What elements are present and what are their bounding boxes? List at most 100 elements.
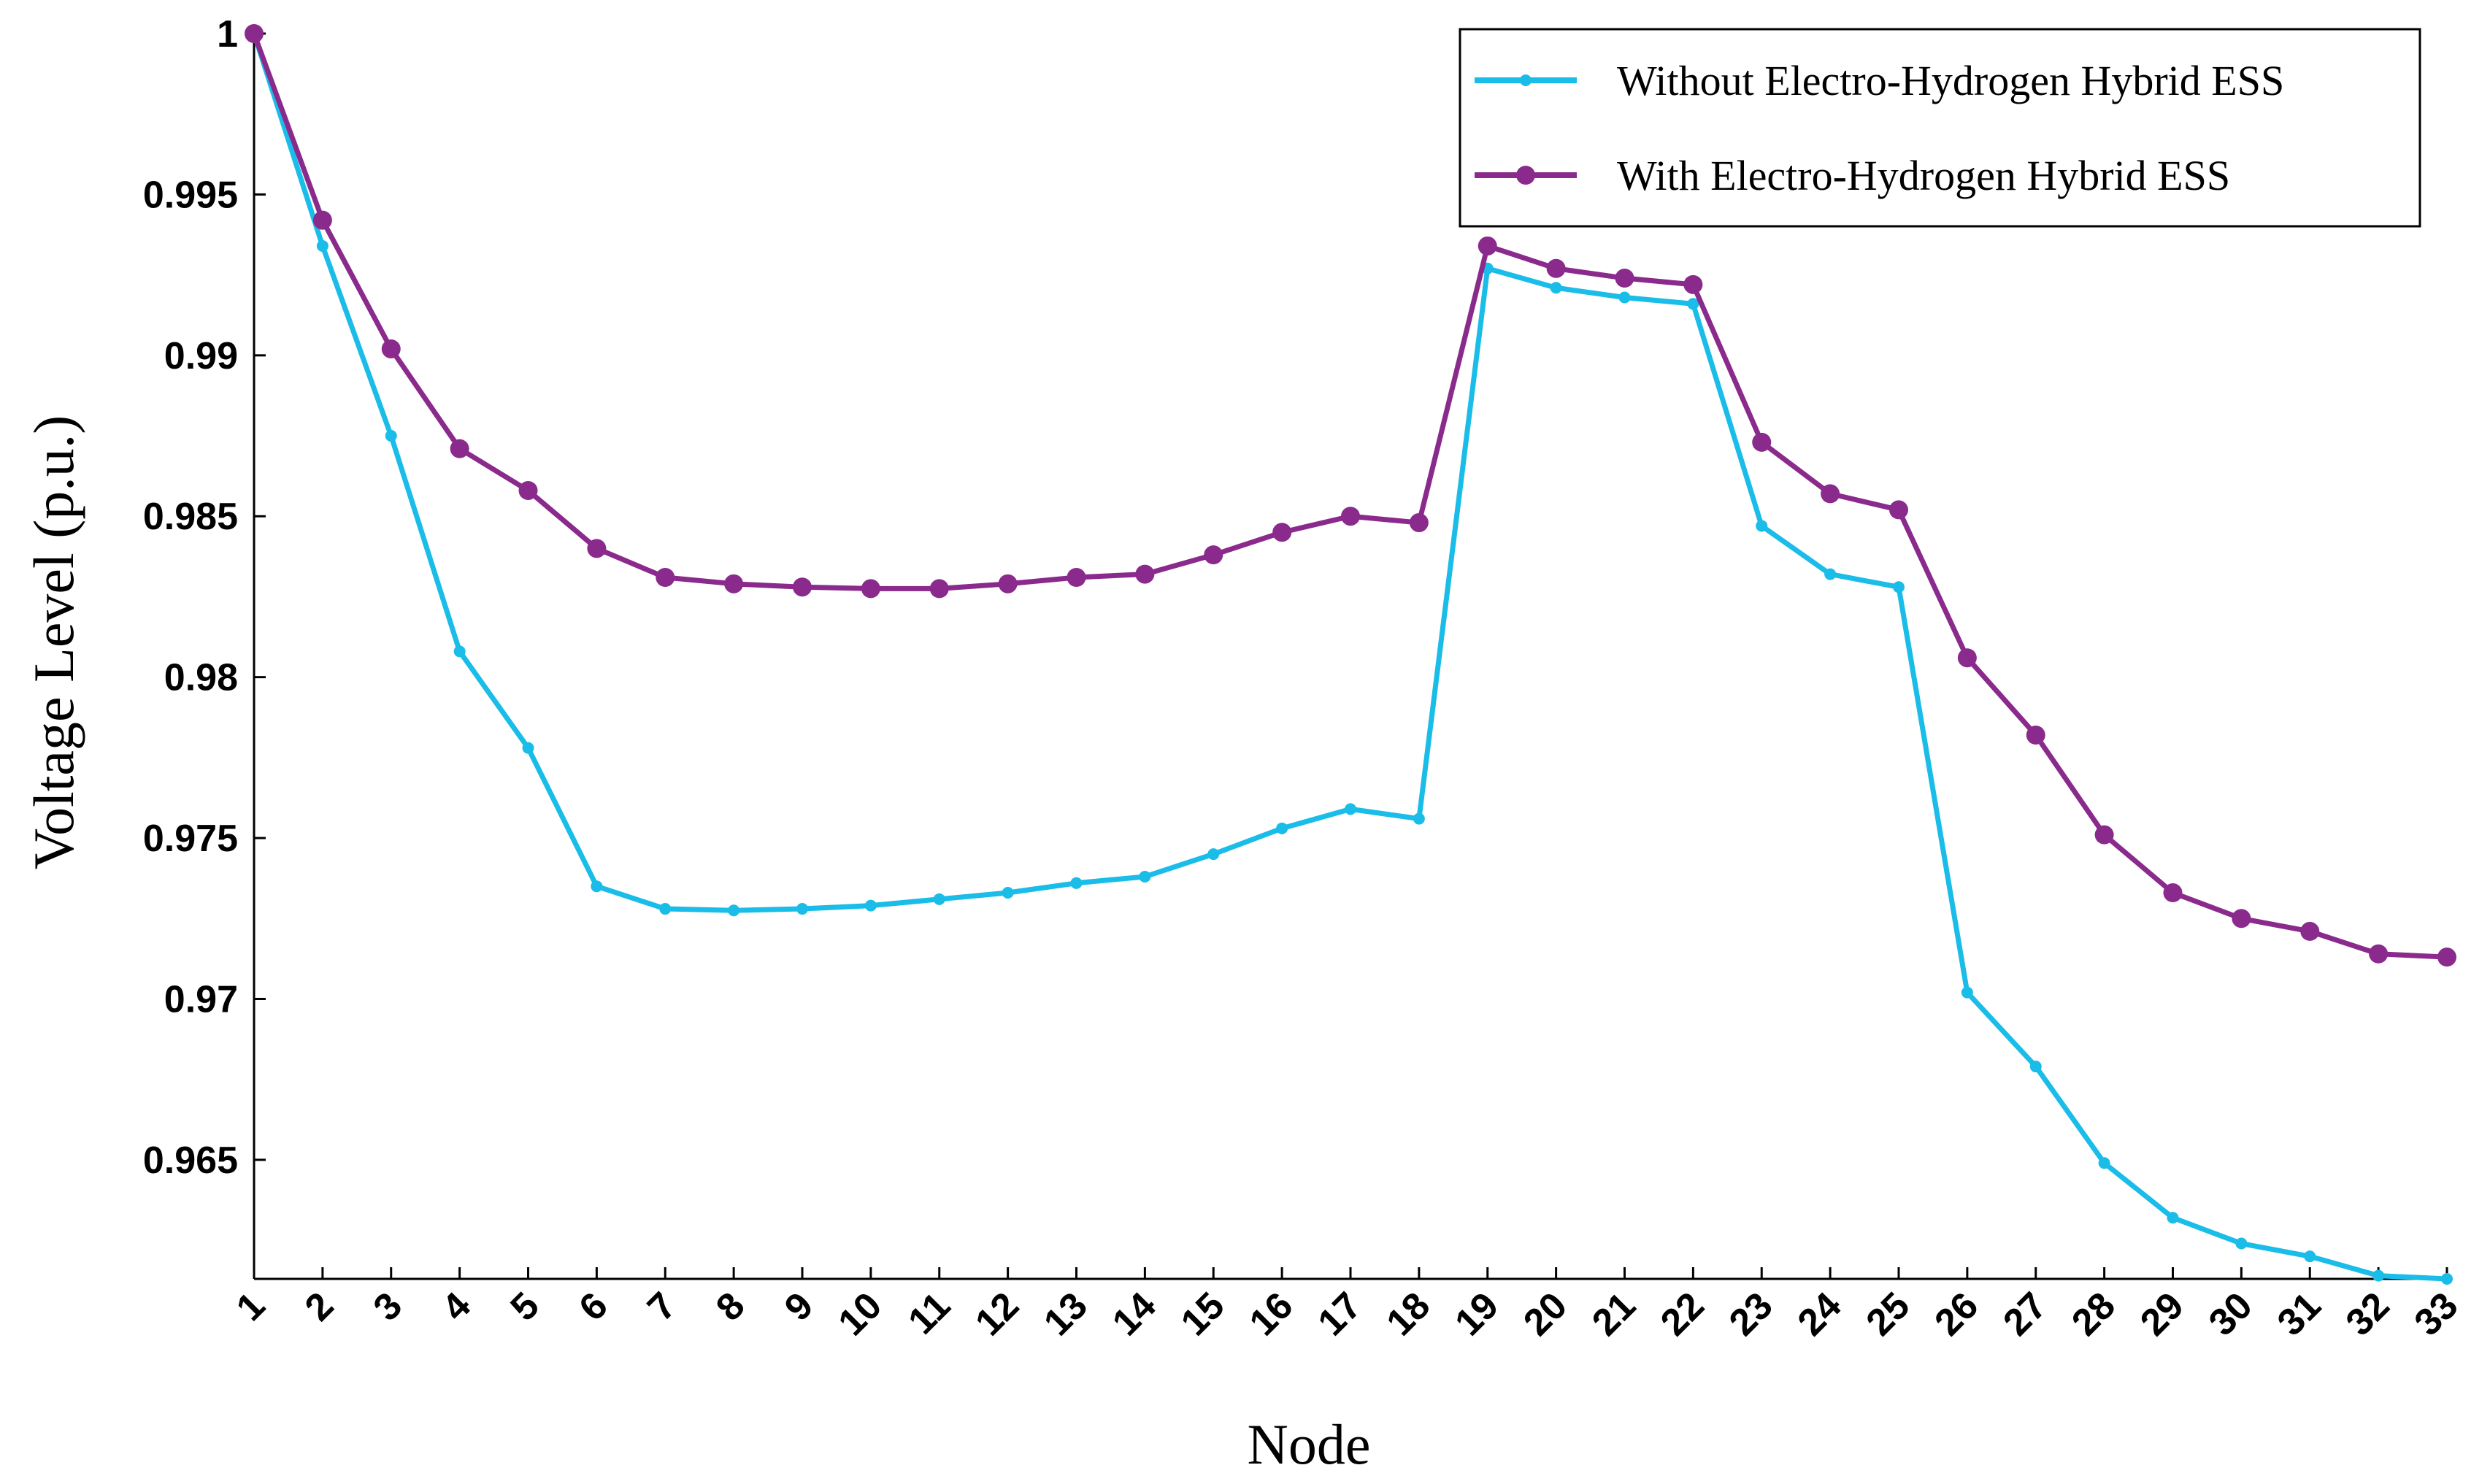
x-tick-label: 4 bbox=[434, 1284, 480, 1329]
data-point-s1-node-17 bbox=[1341, 507, 1360, 526]
x-tick-label: 2 bbox=[297, 1284, 342, 1329]
data-point-s0-node-27 bbox=[2029, 1061, 2042, 1073]
data-point-s1-node-31 bbox=[2300, 921, 2320, 941]
data-point-s1-node-15 bbox=[1204, 545, 1223, 565]
data-point-s1-node-20 bbox=[1546, 258, 1566, 278]
data-point-s0-node-16 bbox=[1276, 822, 1288, 834]
data-point-s1-node-21 bbox=[1615, 269, 1634, 288]
data-point-s0-node-14 bbox=[1139, 870, 1151, 883]
data-point-s0-node-28 bbox=[2098, 1157, 2110, 1169]
y-tick-label: 0.97 bbox=[164, 978, 238, 1020]
x-tick-label: 10 bbox=[830, 1284, 890, 1344]
data-point-s1-node-14 bbox=[1135, 564, 1155, 584]
data-point-s0-node-25 bbox=[1893, 581, 1905, 593]
data-point-s0-node-3 bbox=[385, 430, 397, 442]
data-point-s0-node-11 bbox=[933, 893, 945, 905]
x-tick-label: 21 bbox=[1584, 1284, 1644, 1344]
data-point-s1-node-29 bbox=[2163, 883, 2183, 903]
data-point-s1-node-8 bbox=[724, 574, 744, 593]
data-point-s1-node-5 bbox=[518, 480, 538, 500]
x-tick-label: 30 bbox=[2201, 1284, 2261, 1344]
legend-label-with-ess: With Electro-Hydrogen Hybrid ESS bbox=[1617, 152, 2230, 199]
data-point-s1-node-23 bbox=[1752, 432, 1772, 452]
data-point-s0-node-24 bbox=[1824, 568, 1837, 580]
data-point-s1-node-22 bbox=[1683, 274, 1703, 294]
x-tick-label: 23 bbox=[1721, 1284, 1781, 1344]
x-tick-label: 3 bbox=[366, 1284, 410, 1329]
data-point-s1-node-33 bbox=[2437, 947, 2456, 967]
data-point-s1-node-26 bbox=[1957, 648, 1977, 668]
data-point-s1-node-2 bbox=[312, 210, 332, 230]
x-tick-label: 9 bbox=[777, 1284, 821, 1329]
x-tick-label: 11 bbox=[900, 1284, 958, 1342]
data-point-s0-node-9 bbox=[796, 903, 808, 915]
data-point-s0-node-4 bbox=[453, 645, 466, 658]
x-tick-label: 33 bbox=[2407, 1284, 2467, 1344]
data-point-s1-node-1 bbox=[245, 24, 264, 43]
y-tick-label: 0.995 bbox=[143, 174, 238, 216]
data-point-s1-node-30 bbox=[2232, 909, 2251, 929]
x-tick-label: 8 bbox=[708, 1284, 753, 1329]
legend-marker-with-ess bbox=[1516, 166, 1535, 185]
legend-box bbox=[1459, 28, 2421, 228]
data-point-s1-node-10 bbox=[861, 579, 880, 599]
data-point-s0-node-18 bbox=[1413, 812, 1425, 825]
x-tick-label: 13 bbox=[1036, 1284, 1096, 1344]
data-point-s1-node-16 bbox=[1272, 523, 1292, 542]
x-tick-label: 17 bbox=[1310, 1284, 1370, 1344]
data-point-s0-node-10 bbox=[864, 899, 877, 912]
x-tick-label: 15 bbox=[1173, 1284, 1233, 1344]
x-axis-title: Node bbox=[1248, 1412, 1371, 1476]
x-tick-label: 25 bbox=[1859, 1284, 1918, 1344]
data-point-s0-node-12 bbox=[1002, 887, 1014, 899]
data-point-s1-node-12 bbox=[998, 574, 1018, 593]
y-tick-label: 0.98 bbox=[164, 657, 238, 699]
x-tick-label: 12 bbox=[967, 1284, 1027, 1344]
x-tick-label: 16 bbox=[1242, 1284, 1302, 1344]
data-point-s1-node-7 bbox=[656, 567, 675, 587]
data-point-s1-node-4 bbox=[450, 439, 469, 458]
x-tick-label: 18 bbox=[1378, 1284, 1438, 1344]
data-point-s1-node-3 bbox=[381, 339, 401, 359]
x-tick-label: 27 bbox=[1995, 1284, 2055, 1344]
legend: Without Electro-Hydrogen Hybrid ESS With… bbox=[1459, 28, 2421, 228]
data-point-s0-node-32 bbox=[2372, 1269, 2385, 1282]
data-point-s1-node-6 bbox=[587, 539, 607, 558]
data-point-s0-node-33 bbox=[2441, 1273, 2453, 1285]
data-point-s1-node-18 bbox=[1409, 513, 1429, 533]
y-tick-label: 0.965 bbox=[143, 1139, 238, 1182]
legend-label-without-ess: Without Electro-Hydrogen Hybrid ESS bbox=[1617, 57, 2284, 104]
data-point-s1-node-13 bbox=[1067, 567, 1086, 587]
y-tick-label: 0.99 bbox=[164, 335, 238, 377]
data-point-s1-node-28 bbox=[2094, 825, 2114, 845]
data-point-s0-node-22 bbox=[1687, 298, 1699, 310]
x-tick-label: 31 bbox=[2270, 1284, 2329, 1344]
data-point-s1-node-24 bbox=[1821, 484, 1840, 504]
data-point-s0-node-2 bbox=[316, 239, 328, 252]
x-tick-label: 5 bbox=[503, 1284, 547, 1329]
data-point-s1-node-25 bbox=[1889, 500, 1908, 520]
data-point-s0-node-17 bbox=[1345, 803, 1356, 815]
x-tick-label: 1 bbox=[228, 1284, 273, 1329]
x-tick-label: 22 bbox=[1653, 1284, 1713, 1344]
x-tick-label: 24 bbox=[1790, 1284, 1850, 1344]
x-tick-label: 26 bbox=[1926, 1284, 1986, 1344]
data-point-s1-node-19 bbox=[1478, 236, 1497, 255]
data-point-s0-node-23 bbox=[1756, 520, 1768, 532]
data-point-s0-node-21 bbox=[1618, 291, 1631, 304]
data-point-s0-node-31 bbox=[2304, 1250, 2316, 1263]
y-axis-title: Voltage Level (p.u.) bbox=[22, 415, 85, 869]
x-tick-label: 14 bbox=[1104, 1284, 1164, 1344]
data-point-s0-node-30 bbox=[2235, 1237, 2248, 1250]
data-point-s1-node-11 bbox=[929, 579, 949, 599]
x-tick-label: 20 bbox=[1515, 1284, 1575, 1344]
x-tick-label: 28 bbox=[2064, 1284, 2124, 1344]
data-point-s0-node-26 bbox=[1961, 986, 1973, 999]
x-tick-label: 6 bbox=[571, 1284, 615, 1329]
legend-marker-without-ess bbox=[1520, 74, 1532, 86]
x-tick-label: 19 bbox=[1447, 1284, 1507, 1344]
data-point-s0-node-13 bbox=[1070, 877, 1083, 889]
x-tick-label: 32 bbox=[2338, 1284, 2398, 1344]
data-point-s0-node-8 bbox=[728, 904, 740, 917]
